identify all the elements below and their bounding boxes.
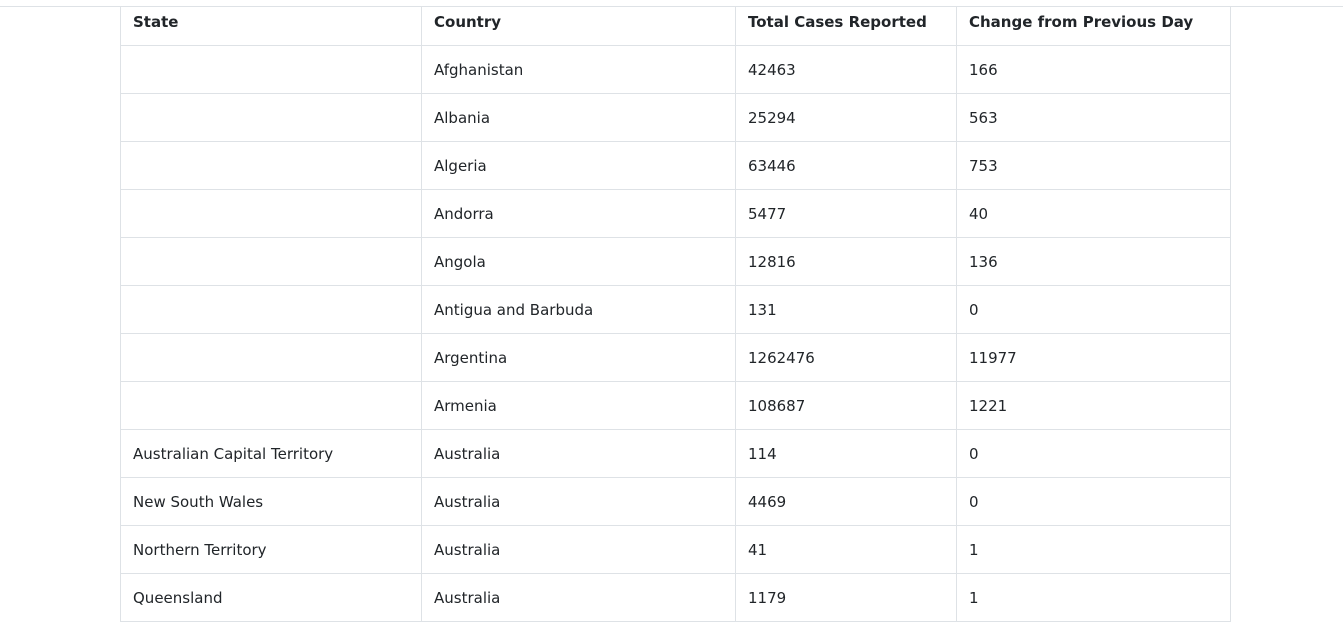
cell-state: New South Wales [120,476,422,526]
cell-country: Australia [421,572,736,622]
cell-state [120,236,422,286]
cell-change: 563 [956,92,1231,142]
cases-table-container: State Country Total Cases Reported Chang… [120,6,1231,622]
table-row: Algeria 63446 753 [120,140,1231,190]
cell-country: Albania [421,92,736,142]
header-state: State [120,6,422,46]
cell-state [120,380,422,430]
cell-total-cases: 5477 [735,188,957,238]
table-header: State Country Total Cases Reported Chang… [120,6,1231,46]
cell-total-cases: 1179 [735,572,957,622]
header-total-cases: Total Cases Reported [735,6,957,46]
table-row: Angola 12816 136 [120,236,1231,286]
table-row: Antigua and Barbuda 131 0 [120,284,1231,334]
cell-country: Antigua and Barbuda [421,284,736,334]
cell-change: 0 [956,284,1231,334]
cases-table: State Country Total Cases Reported Chang… [120,6,1231,622]
cell-country: Andorra [421,188,736,238]
cell-state [120,44,422,94]
table-row: Northern Territory Australia 41 1 [120,524,1231,574]
table-row: Australian Capital Territory Australia 1… [120,428,1231,478]
cell-change: 753 [956,140,1231,190]
cell-state: Australian Capital Territory [120,428,422,478]
cell-state: Northern Territory [120,524,422,574]
cell-total-cases: 114 [735,428,957,478]
cell-state: Queensland [120,572,422,622]
cell-change: 1221 [956,380,1231,430]
cell-country: Angola [421,236,736,286]
cell-country: Armenia [421,380,736,430]
table-row: Albania 25294 563 [120,92,1231,142]
cell-total-cases: 108687 [735,380,957,430]
table-body: Afghanistan 42463 166 Albania 25294 563 … [120,44,1231,622]
cell-total-cases: 25294 [735,92,957,142]
cell-country: Afghanistan [421,44,736,94]
table-row: Argentina 1262476 11977 [120,332,1231,382]
cell-total-cases: 4469 [735,476,957,526]
cell-total-cases: 42463 [735,44,957,94]
cell-state [120,92,422,142]
cell-change: 1 [956,572,1231,622]
cell-change: 0 [956,476,1231,526]
table-row: Andorra 5477 40 [120,188,1231,238]
header-country: Country [421,6,736,46]
cell-total-cases: 41 [735,524,957,574]
cell-country: Australia [421,476,736,526]
cell-state [120,140,422,190]
header-change: Change from Previous Day [956,6,1231,46]
cell-change: 1 [956,524,1231,574]
cell-state [120,188,422,238]
cell-total-cases: 63446 [735,140,957,190]
table-row: Queensland Australia 1179 1 [120,572,1231,622]
table-row: Afghanistan 42463 166 [120,44,1231,94]
cell-total-cases: 1262476 [735,332,957,382]
cell-total-cases: 131 [735,284,957,334]
table-row: New South Wales Australia 4469 0 [120,476,1231,526]
cell-country: Australia [421,428,736,478]
cell-state [120,284,422,334]
cell-country: Australia [421,524,736,574]
cell-change: 166 [956,44,1231,94]
cell-change: 136 [956,236,1231,286]
table-row: Armenia 108687 1221 [120,380,1231,430]
cell-country: Argentina [421,332,736,382]
cell-change: 0 [956,428,1231,478]
cell-change: 40 [956,188,1231,238]
cell-state [120,332,422,382]
cell-total-cases: 12816 [735,236,957,286]
header-row: State Country Total Cases Reported Chang… [120,6,1231,46]
cell-country: Algeria [421,140,736,190]
cell-change: 11977 [956,332,1231,382]
